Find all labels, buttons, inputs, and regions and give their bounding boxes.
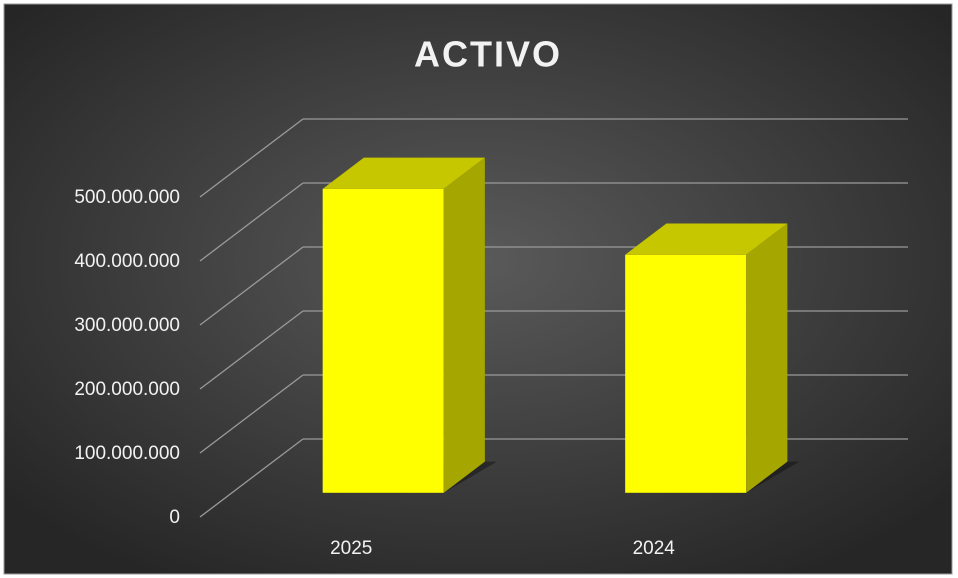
y-tick-label: 400.000.000 [74,251,180,272]
y-tick-label: 0 [169,507,180,528]
grid-line [199,246,304,326]
grid-line [199,438,304,518]
grid-line [199,374,304,454]
bar-top [625,223,788,255]
bar-side [443,157,485,493]
y-tick-label: 300.000.000 [74,315,180,336]
y-tick-label: 200.000.000 [74,379,180,400]
bar-front [322,188,444,493]
bar-top [322,157,485,189]
grid-line [199,118,304,198]
grid-line [199,182,304,262]
x-tick-label: 2024 [633,538,676,559]
y-tick-label: 500.000.000 [74,187,180,208]
chart-title: ACTIVO [414,34,562,75]
bar-side [746,223,788,493]
y-tick-label: 100.000.000 [74,443,180,464]
bar-front [625,254,747,493]
x-tick-label: 2025 [330,538,372,559]
grid-line [199,310,304,390]
